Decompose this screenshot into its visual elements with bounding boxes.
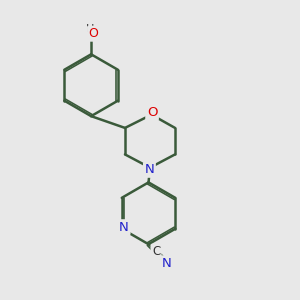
Text: H: H bbox=[85, 24, 94, 34]
Text: C: C bbox=[152, 245, 160, 258]
Text: O: O bbox=[88, 27, 98, 40]
Text: N: N bbox=[145, 163, 154, 176]
Text: N: N bbox=[162, 257, 171, 270]
Text: N: N bbox=[119, 221, 129, 234]
Text: O: O bbox=[147, 106, 157, 119]
